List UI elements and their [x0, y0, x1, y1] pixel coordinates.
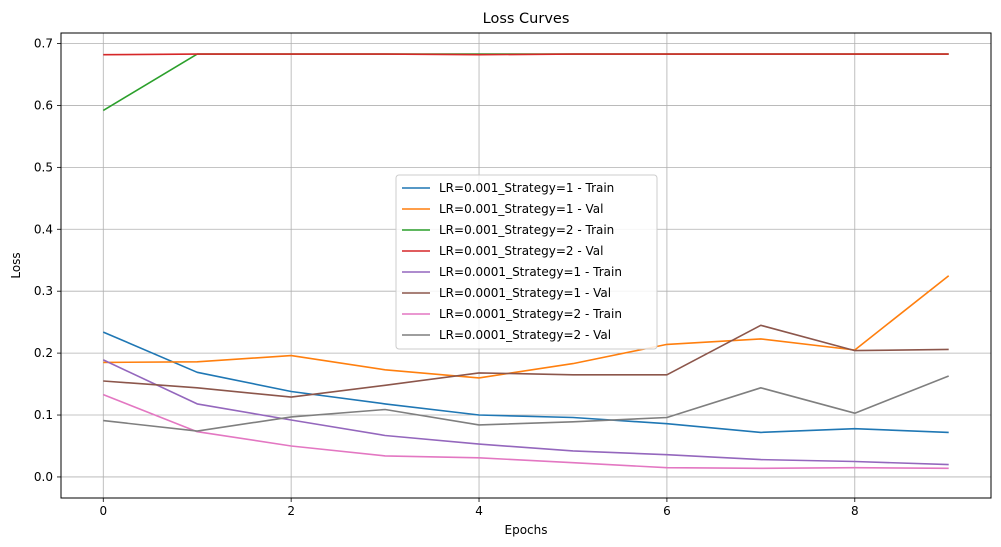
x-axis-label: Epochs — [505, 523, 548, 537]
legend-label: LR=0.001_Strategy=1 - Train — [439, 181, 614, 195]
x-tick-label: 0 — [99, 504, 107, 518]
series-line-2 — [103, 275, 950, 379]
series-line-8 — [103, 375, 949, 432]
legend-label: LR=0.001_Strategy=2 - Val — [439, 244, 603, 258]
plot-frame — [60, 32, 992, 499]
legend-label: LR=0.001_Strategy=2 - Train — [439, 223, 614, 237]
series-layer — [102, 53, 950, 470]
x-tick-label: 6 — [663, 504, 671, 518]
legend-box — [395, 174, 658, 350]
legend-label: LR=0.0001_Strategy=1 - Train — [439, 265, 622, 279]
y-tick-label: 0.2 — [34, 346, 53, 360]
series-line-6 — [103, 324, 949, 398]
legend-label: LR=0.001_Strategy=1 - Val — [439, 202, 603, 216]
y-tick-label: 0.5 — [34, 160, 53, 174]
chart-title: Loss Curves — [483, 11, 570, 27]
y-tick-label: 0.0 — [34, 470, 53, 484]
series-line-5 — [102, 359, 949, 466]
y-tick-label: 0.7 — [34, 37, 53, 51]
y-tick-label: 0.3 — [34, 284, 53, 298]
y-tick-label: 0.1 — [34, 408, 53, 422]
series-line-7 — [103, 393, 949, 470]
x-tick-label: 4 — [475, 504, 483, 518]
x-tick-label: 2 — [287, 504, 295, 518]
legend-label: LR=0.0001_Strategy=1 - Val — [439, 286, 611, 300]
y-tick-label: 0.4 — [34, 222, 53, 236]
legend-label: LR=0.0001_Strategy=2 - Train — [439, 307, 622, 321]
ticks: 0 2 4 6 8 0.0 0.1 0.2 0.3 0.4 0.5 0.6 0.7 — [34, 37, 859, 518]
x-tick-label: 8 — [851, 504, 859, 518]
legend-label: LR=0.0001_Strategy=2 - Val — [439, 328, 611, 342]
series-line-4 — [103, 53, 949, 56]
y-axis-label: Loss — [9, 252, 23, 278]
y-tick-label: 0.6 — [34, 98, 53, 112]
legend: LR=0.001_Strategy=1 - Train LR=0.001_Stra… — [395, 174, 658, 350]
series-line-1 — [102, 331, 949, 434]
